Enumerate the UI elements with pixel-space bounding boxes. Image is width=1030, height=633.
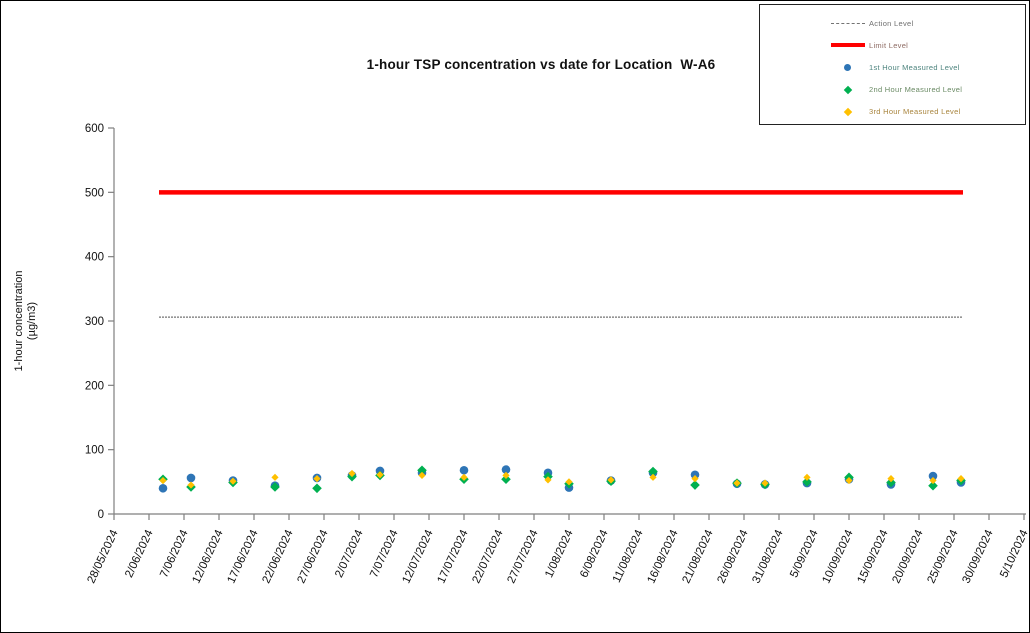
data-point [460,473,468,481]
x-tick-label: 10/09/2024 [821,528,856,586]
data-point [802,477,812,487]
x-tick-label: 17/07/2024 [436,528,471,586]
x-tick-label: 15/09/2024 [856,528,891,586]
data-point [158,483,168,493]
x-tick-label: 16/08/2024 [646,528,681,586]
data-point [417,465,427,476]
x-tick-label: 27/07/2024 [506,528,541,586]
legend-marker-cell [760,101,865,123]
x-tick-label: 30/09/2024 [961,528,996,586]
data-point [186,473,196,483]
y-tick-label: 300 [85,316,104,328]
data-point [565,478,573,486]
legend-marker-cell [760,34,865,56]
x-tick-label: 12/07/2024 [401,528,436,586]
x-tick-label: 26/08/2024 [716,528,751,586]
x-tick-label: 28/05/2024 [86,528,121,586]
legend-item-label: Limit Level [869,40,909,50]
line-marker-icon [831,23,865,25]
y-tick-label: 400 [85,252,104,264]
legend-item-label: 2nd Hour Measured Level [869,85,963,95]
data-point [845,476,853,485]
data-point [887,475,895,483]
data-point [649,473,657,481]
x-tick-label: 7/06/2024 [158,528,191,580]
data-point [229,477,237,485]
x-tick-label: 7/07/2024 [368,528,401,580]
data-point [418,471,426,479]
legend-marker-cell [760,12,865,34]
data-point [761,479,769,487]
diamond-marker-icon [843,107,853,117]
x-tick-label: 27/06/2024 [296,528,331,586]
data-point [886,477,896,488]
data-point [691,475,699,483]
y-tick-label: 100 [85,445,104,457]
legend-item-label: 3rd Hour Measured Level [869,107,961,117]
data-point [929,476,937,485]
x-tick-label: 12/06/2024 [191,528,226,586]
x-tick-label: 17/06/2024 [226,528,261,586]
data-point [928,471,938,481]
x-tick-label: 11/08/2024 [611,528,646,585]
data-point [544,476,552,484]
x-tick-label: 22/06/2024 [261,528,296,586]
x-tick-label: 2/06/2024 [123,528,156,580]
data-point [271,473,279,481]
legend-item-label: 1st Hour Measured Level [869,62,960,72]
x-tick-label: 21/08/2024 [681,528,716,586]
data-point [733,479,741,487]
x-tick-label: 31/08/2024 [751,528,786,586]
y-tick-label: 600 [85,123,104,135]
y-tick-label: 500 [85,187,104,199]
x-tick-label: 5/10/2024 [998,528,1030,580]
data-point [803,473,811,481]
legend: Action Level Limit Level 1st Hour Measured… [759,4,1026,125]
data-point [690,470,700,480]
x-tick-label: 2/07/2024 [333,528,366,580]
data-point [501,465,511,474]
legend-marker-cell [760,79,865,101]
data-point [502,471,510,479]
x-tick-label: 22/07/2024 [471,528,506,586]
legend-item: Action Level [760,12,1025,34]
line-thick-marker-icon [831,43,865,48]
data-point [312,483,322,494]
data-point [459,465,469,475]
x-tick-label: 25/09/2024 [926,528,961,586]
data-point [313,475,321,483]
data-point [607,476,615,484]
y-tick-label: 200 [85,380,104,392]
data-point [348,469,356,478]
data-point [376,471,384,479]
circle-marker-icon [844,63,851,71]
diamond-marker-icon [843,85,853,94]
legend-marker-cell [760,56,865,78]
legend-item: 1st Hour Measured Level [760,56,1025,78]
data-point [690,480,700,490]
data-point [270,482,280,492]
legend-item: 3rd Hour Measured Level [760,101,1025,123]
x-tick-label: 20/09/2024 [891,528,926,586]
data-point [648,466,658,477]
data-point [159,476,167,485]
legend-item: Limit Level [760,34,1025,56]
chart-title: 1-hour TSP concentration vs date for Loc… [366,57,716,72]
legend-item-label: Action Level [869,18,914,28]
x-tick-label: 5/09/2024 [788,528,821,580]
x-tick-label: 1/08/2024 [543,528,576,580]
legend-item: 2nd Hour Measured Level [760,79,1025,101]
y-tick-label: 0 [98,509,104,521]
data-point [928,480,938,491]
data-point [187,481,195,489]
x-tick-label: 6/08/2024 [578,528,611,580]
data-point [957,475,965,483]
data-point [501,474,511,485]
